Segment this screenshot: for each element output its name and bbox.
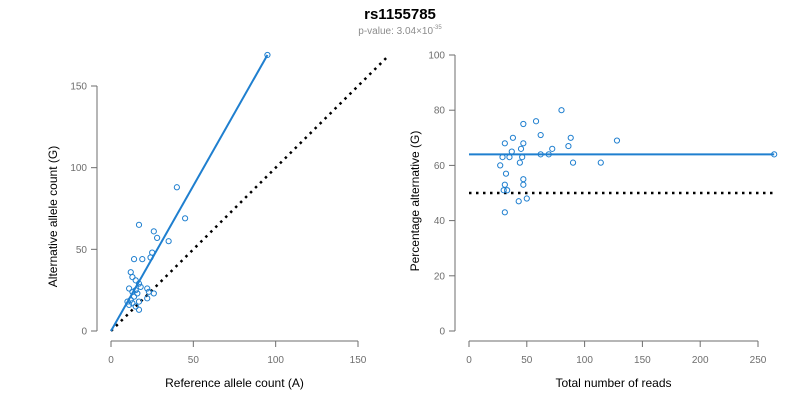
right-panel-point-26	[497, 162, 504, 169]
left-panel-reference-line	[110, 55, 389, 332]
right-panel-x-tick-label-5: 250	[750, 355, 767, 366]
pvalue-label: p-value: 3.04	[358, 26, 417, 37]
right-panel-point-7	[549, 145, 556, 152]
right-panel-point-27	[502, 170, 510, 177]
left-panel-x-tick-label-0: 0	[108, 355, 114, 366]
right-panel-x-axis-title: Total number of reads	[555, 376, 671, 390]
right-panel-point-31	[501, 209, 508, 216]
right-panel-y-axis-title: Percentage alternative (G)	[408, 131, 422, 272]
right-panel-point-9	[537, 131, 544, 139]
left-panel-point-24	[132, 303, 139, 310]
right-panel-x-tick-label-2: 100	[576, 355, 593, 366]
left-panel-x-axis-title: Reference allele count (A)	[165, 376, 304, 390]
left-panel-y-tick-label-1: 50	[76, 245, 88, 256]
left-panel-point-29	[150, 290, 157, 297]
right-panel-point-14	[520, 140, 527, 147]
right-panel-point-24	[501, 140, 508, 147]
left-panel-point-12	[129, 274, 136, 281]
left-panel-point-16	[132, 287, 139, 294]
left-panel-point-23	[126, 301, 133, 308]
right-panel-point-20	[515, 198, 522, 205]
left-panel-point-0	[264, 51, 271, 59]
right-panel-x-tick-label-3: 150	[634, 355, 651, 366]
right-panel-point-6	[558, 107, 565, 114]
right-panel-point-2	[597, 159, 604, 166]
right-panel-x-tick-label-1: 50	[521, 355, 533, 366]
right-panel-point-17	[516, 159, 523, 166]
right-panel-point-19	[520, 181, 527, 188]
left-panel-point-25	[135, 306, 143, 313]
left-panel-point-19	[134, 290, 141, 297]
right-panel-point-25	[499, 154, 506, 161]
right-panel-y-tick-label-5: 100	[428, 51, 445, 62]
left-panel-point-8	[147, 254, 154, 261]
right-panel-point-16	[517, 145, 525, 152]
right-panel-point-28	[501, 181, 508, 188]
right-panel-point-1	[613, 137, 621, 144]
right-panel-y-tick-label-2: 40	[434, 216, 446, 227]
pvalue-times: ×10	[416, 26, 434, 37]
left-panel-point-4	[154, 234, 161, 241]
right-panel-point-8	[545, 151, 552, 158]
pvalue-exponent: -35	[433, 25, 442, 31]
right-panel-point-13	[520, 120, 527, 128]
chart-subtitle: p-value: 3.04×10-35	[0, 25, 800, 37]
left-panel-point-30	[135, 298, 143, 305]
right-panel-y-tick-label-3: 60	[434, 161, 446, 172]
right-panel-point-23	[506, 154, 513, 161]
right-panel-point-29	[504, 187, 511, 194]
left-panel-point-5	[165, 238, 172, 245]
right-panel-point-4	[569, 159, 577, 166]
left-panel-point-2	[182, 215, 189, 222]
right-panel-point-0	[771, 151, 778, 158]
left-panel-y-tick-label-2: 100	[70, 163, 87, 174]
left-panel-point-17	[126, 285, 133, 292]
left-panel-point-26	[144, 285, 151, 292]
left-panel-x-tick-label-2: 100	[267, 355, 284, 366]
left-panel-point-14	[135, 280, 143, 287]
left-panel-x-tick-label-1: 50	[188, 355, 200, 366]
left-panel-point-6	[135, 221, 143, 228]
left-panel-x-tick-label-3: 150	[350, 355, 367, 366]
right-panel-point-3	[567, 134, 574, 141]
right-panel-point-10	[537, 151, 544, 158]
left-panel-point-3	[150, 228, 157, 235]
left-panel-point-15	[137, 283, 144, 290]
left-panel-point-13	[132, 277, 139, 284]
right-panel-point-21	[509, 134, 517, 141]
right-panel-y-tick-label-1: 20	[434, 271, 446, 282]
right-panel-point-11	[532, 118, 540, 125]
left-panel-point-31	[124, 298, 131, 305]
left-panel-y-axis-title: Alternative allele count (G)	[46, 146, 60, 287]
right-panel-point-5	[565, 142, 572, 150]
right-panel-x-tick-label-4: 200	[692, 355, 709, 366]
right-panel-y-tick-label-4: 80	[434, 106, 446, 117]
left-panel-point-28	[144, 295, 151, 302]
left-panel-y-tick-label-3: 150	[70, 82, 87, 93]
left-panel-point-9	[139, 256, 146, 263]
chart-title: rs1155785	[364, 6, 436, 23]
right-panel-point-15	[519, 154, 526, 161]
right-panel-y-tick-label-0: 0	[439, 327, 445, 338]
right-panel-x-tick-label-0: 0	[466, 355, 472, 366]
right-panel-point-12	[523, 195, 530, 202]
right-panel-point-22	[508, 148, 515, 155]
left-panel-point-10	[130, 256, 138, 263]
right-panel-point-30	[500, 187, 507, 194]
right-panel-point-18	[520, 176, 527, 183]
left-panel-y-tick-label-0: 0	[81, 327, 87, 338]
left-panel-point-1	[173, 184, 180, 191]
left-panel-point-20	[130, 293, 138, 300]
